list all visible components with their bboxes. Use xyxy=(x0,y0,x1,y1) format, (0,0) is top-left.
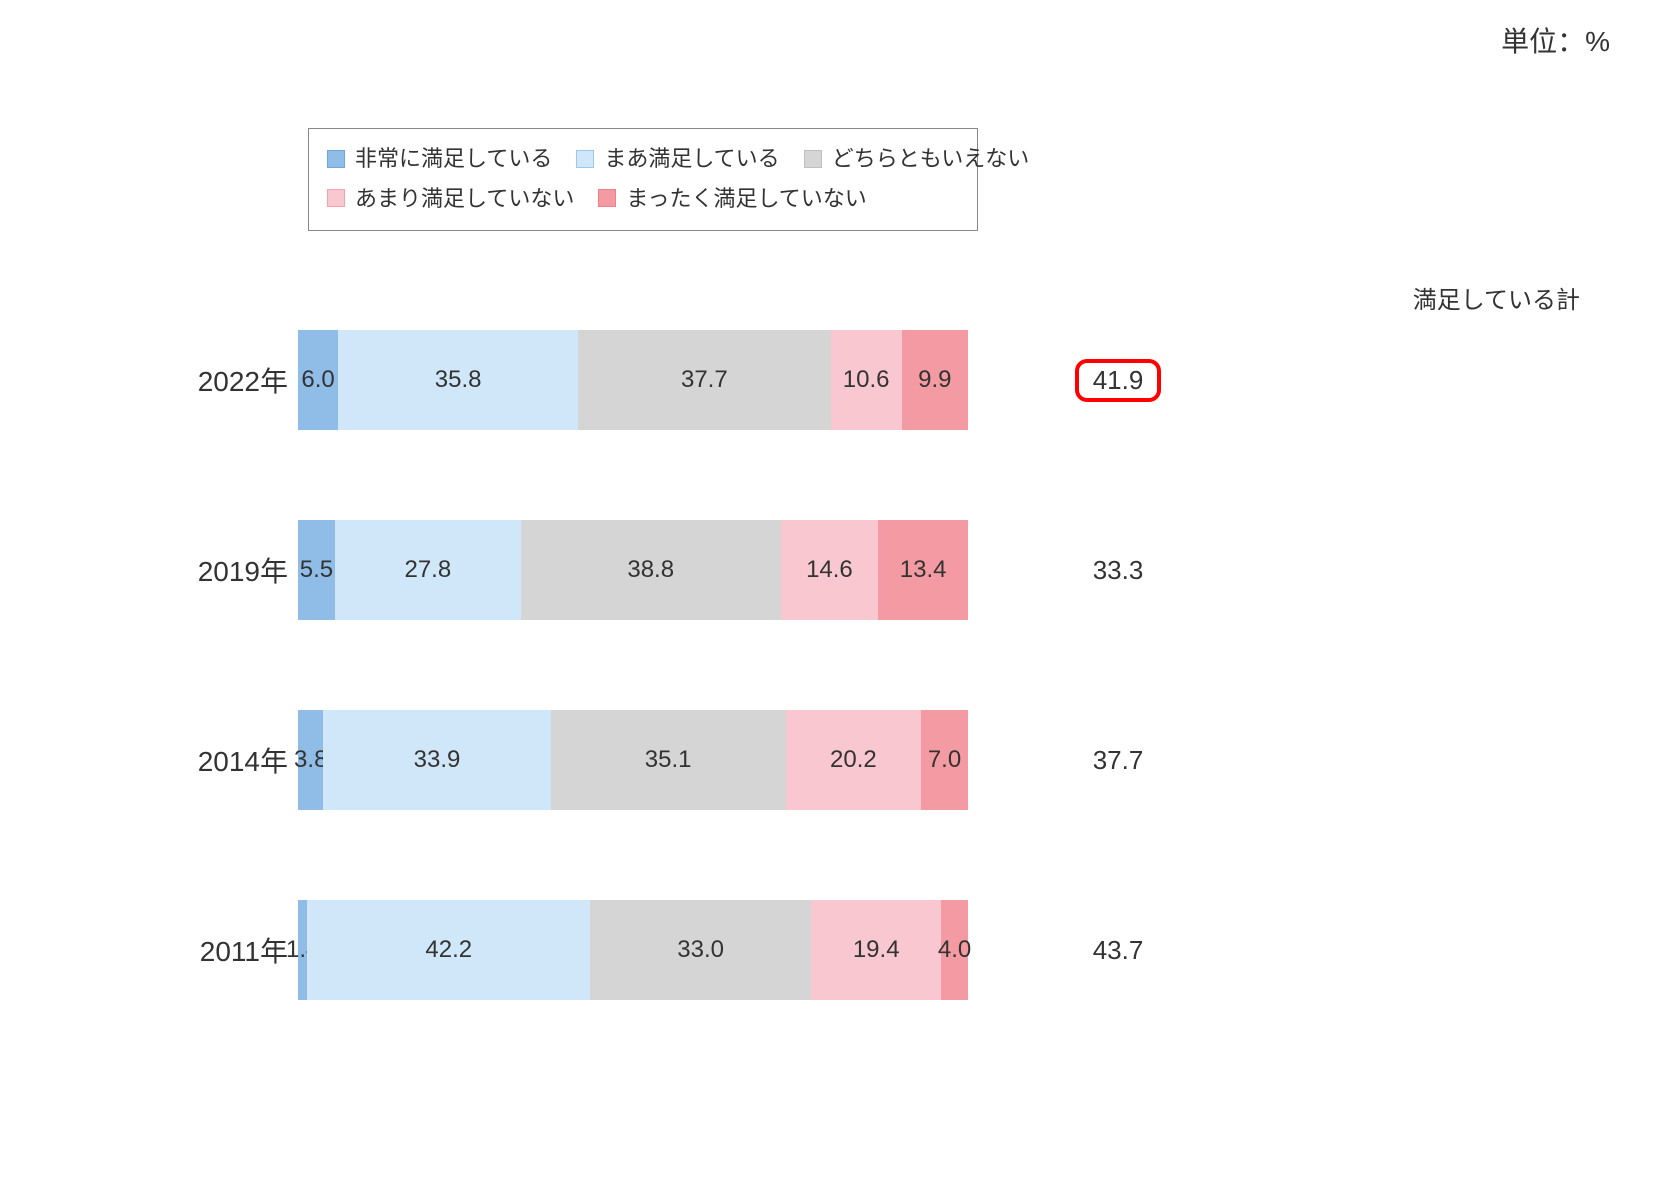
bar-segment: 4.0 xyxy=(941,900,968,1000)
bar-segment: 13.4 xyxy=(878,520,968,620)
bar-segment: 6.0 xyxy=(298,330,338,430)
legend-label: 非常に満足している xyxy=(355,139,552,179)
legend-swatch xyxy=(327,150,345,168)
bar-segment: 5.5 xyxy=(298,520,335,620)
legend-item: あまり満足していない xyxy=(327,179,574,219)
legend-swatch xyxy=(576,150,594,168)
bar-segment: 42.2 xyxy=(307,900,590,1000)
year-label: 2022年 xyxy=(170,360,298,400)
legend-item: 非常に満足している xyxy=(327,139,552,179)
bar-segment: 19.4 xyxy=(811,900,941,1000)
legend-label: あまり満足していない xyxy=(355,179,574,219)
bar-track: 1.442.233.019.44.0 xyxy=(298,900,968,1000)
bar-track: 6.035.837.710.69.9 xyxy=(298,330,968,430)
legend-label: どちらともいえない xyxy=(832,139,1030,179)
row-total: 41.9 xyxy=(1028,359,1208,402)
highlighted-total: 41.9 xyxy=(1075,359,1162,402)
bar-segment: 37.7 xyxy=(578,330,831,430)
bar-segment: 33.9 xyxy=(323,710,550,810)
bar-segment: 7.0 xyxy=(921,710,968,810)
bar-segment: 20.2 xyxy=(786,710,921,810)
unit-label: 単位：% xyxy=(1501,20,1610,60)
legend-box: 非常に満足しているまあ満足しているどちらともいえないあまり満足していないまったく… xyxy=(308,128,978,231)
legend-row: 非常に満足しているまあ満足しているどちらともいえない xyxy=(327,139,959,179)
legend-item: まったく満足していない xyxy=(598,179,866,219)
bar-segment: 27.8 xyxy=(335,520,521,620)
bar-segment: 1.4 xyxy=(298,900,307,1000)
row-total: 37.7 xyxy=(1028,745,1208,776)
total-column-header: 満足している計 xyxy=(1413,280,1580,315)
legend-swatch xyxy=(598,189,616,207)
bar-chart-area: 2022年6.035.837.710.69.941.92019年5.527.83… xyxy=(170,300,1350,1000)
legend-item: まあ満足している xyxy=(576,139,779,179)
year-label: 2019年 xyxy=(170,550,298,590)
bar-segment: 35.1 xyxy=(551,710,786,810)
chart-page: 単位：% 非常に満足しているまあ満足しているどちらともいえないあまり満足していな… xyxy=(0,0,1680,1198)
bar-segment: 35.8 xyxy=(338,330,578,430)
bar-row: 2014年3.833.935.120.27.0 37.7 xyxy=(170,710,1350,810)
bar-segment: 10.6 xyxy=(831,330,902,430)
row-total: 43.7 xyxy=(1028,935,1208,966)
bar-row: 2022年6.035.837.710.69.9 41.9 xyxy=(170,330,1350,430)
bar-segment: 33.0 xyxy=(590,900,811,1000)
bar-segment: 14.6 xyxy=(781,520,879,620)
year-label: 2011年 xyxy=(170,930,298,970)
legend-swatch xyxy=(804,150,822,168)
bar-track: 3.833.935.120.27.0 xyxy=(298,710,968,810)
legend-swatch xyxy=(327,189,345,207)
bar-row: 2011年1.442.233.019.44.0 43.7 xyxy=(170,900,1350,1000)
bar-segment: 3.8 xyxy=(298,710,323,810)
row-total: 33.3 xyxy=(1028,555,1208,586)
legend-label: まあ満足している xyxy=(604,139,779,179)
bar-segment: 38.8 xyxy=(521,520,781,620)
bar-segment: 9.9 xyxy=(902,330,968,430)
legend-item: どちらともいえない xyxy=(804,139,1030,179)
year-label: 2014年 xyxy=(170,740,298,780)
legend-row: あまり満足していない まったく満足していない xyxy=(327,179,959,219)
bar-row: 2019年5.527.838.814.613.4 33.3 xyxy=(170,520,1350,620)
legend-label: まったく満足していない xyxy=(626,179,866,219)
bar-track: 5.527.838.814.613.4 xyxy=(298,520,968,620)
